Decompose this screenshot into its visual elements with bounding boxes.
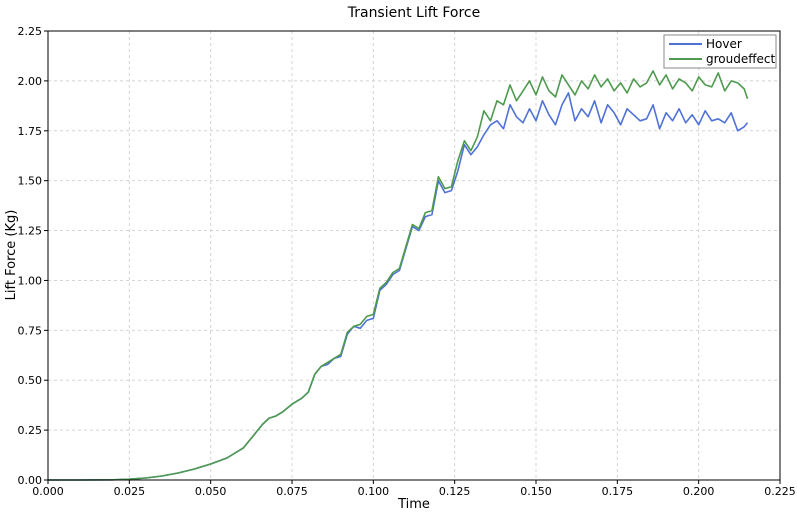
legend-box [663,34,777,69]
legend-label-groudeffect: groudeffect [706,52,775,66]
y-tick-label: 0.00 [18,474,43,487]
x-axis-title: Time [397,497,430,512]
y-tick-label: 2.25 [18,25,43,38]
chart-title: Transient Lift Force [347,5,481,21]
legend-label-hover: Hover [706,37,742,51]
y-tick-label: 1.25 [18,225,43,238]
y-tick-label: 1.75 [18,125,43,138]
y-tick-label: 1.50 [18,175,43,188]
x-tick-label: 0.150 [520,485,552,498]
x-tick-label: 0.000 [32,485,64,498]
y-tick-label: 0.25 [18,424,43,437]
series-line-groudeffect [48,70,749,481]
x-tick-label: 0.050 [195,485,227,498]
series-lines [48,70,749,481]
x-tick-label: 0.175 [602,485,634,498]
y-tick-label: 1.00 [18,274,43,287]
x-tick-label: 0.125 [439,485,471,498]
x-tick-label: 0.100 [358,485,390,498]
x-tick-label: 0.225 [764,485,796,498]
x-tick-label: 0.025 [114,485,146,498]
legend: Hover groudeffect [663,34,777,69]
axis-ticks: 0.000 0.025 0.050 0.075 0.100 0.125 0.150 0.175… [18,25,796,498]
plot-frame [47,30,781,481]
y-tick-label: 0.50 [18,374,43,387]
y-tick-label: 0.75 [18,324,43,337]
x-tick-label: 0.075 [276,485,308,498]
x-tick-label: 0.200 [683,485,715,498]
y-tick-label: 2.00 [18,75,43,88]
y-axis-title: Lift Force (Kg) [4,210,19,301]
